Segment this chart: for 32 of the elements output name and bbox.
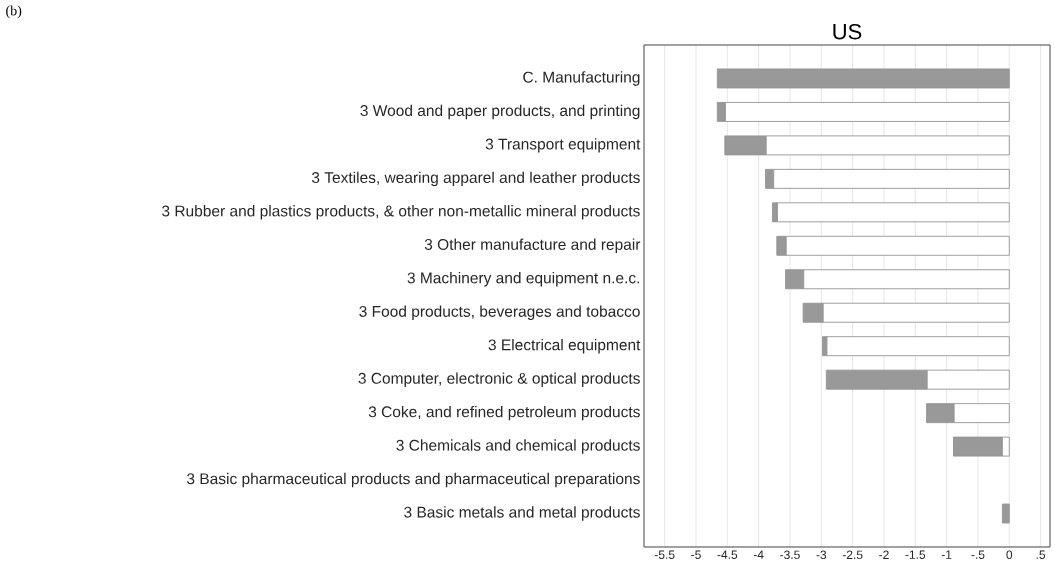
y-tick-label: 3 Basic pharmaceutical products and pharmaceutical preparations [187, 472, 640, 488]
y-tick-label: 3 Rubber and plastics products, & other non-metallic mineral products [162, 205, 640, 220]
y-tick-label: 3 Other manufacture and repair [424, 238, 641, 254]
text: (b) [6, 5, 22, 19]
y-tick-label: C. Manufacturing [523, 71, 640, 86]
x-tick-label: -2.5 [842, 550, 863, 560]
y-tick-label: 3 Chemicals and chemical products [396, 439, 640, 454]
x-tick-label: -5 [691, 550, 701, 559]
bar [1001, 503, 1010, 524]
y-tick-label: 3 Machinery and equipment n.e.c. [407, 272, 639, 287]
y-tick-label: 3 Electrical equipment [488, 338, 641, 354]
x-tick-label: -3.5 [780, 550, 800, 560]
x-tick-label: -4.5 [717, 550, 738, 559]
y-tick-label: 3 Transport equipment [485, 138, 641, 153]
x-tick-label: 0 [1006, 550, 1013, 560]
x-tick-label: -1 [941, 550, 952, 559]
y-tick-label: 3 Food products, beverages and tobacco [359, 305, 640, 320]
bar [826, 336, 1010, 357]
x-tick-label: -5.5 [654, 550, 675, 559]
x-tick-label: -4 [753, 550, 764, 559]
y-tick-label: 3 Wood and paper products, and printing [360, 104, 640, 120]
chart-title: US [833, 23, 862, 40]
x-tick-label: -1.5 [905, 550, 926, 559]
x-tick-label: -.5 [971, 550, 985, 559]
bar [716, 68, 1010, 89]
y-tick-label: 3 Textiles, wearing apparel and leather products [311, 171, 640, 187]
x-tick-label: .5 [1036, 550, 1046, 559]
y-tick-label: 3 Basic metals and metal products [404, 506, 640, 521]
x-tick-label: -2 [879, 550, 889, 559]
x-tick-label: -3 [816, 550, 827, 560]
y-tick-label: 3 Coke, and refined petroleum products [368, 405, 640, 421]
y-tick-label: 3 Computer, electronic & optical products [358, 372, 640, 387]
